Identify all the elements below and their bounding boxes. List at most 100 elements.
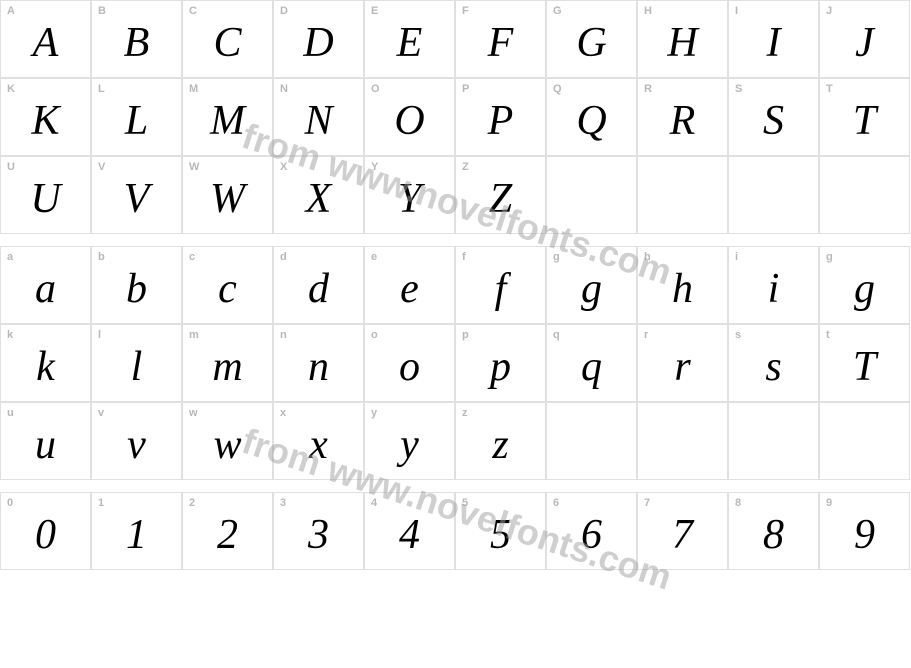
glyph-cell: GG [546, 0, 637, 78]
glyph-section-lowercase: aabbccddeeffgghhiiggkkllmmnnooppqqrrsstT… [0, 246, 911, 480]
glyph-cell-glyph: w [213, 424, 241, 466]
glyph-cell: tT [819, 324, 910, 402]
glyph-section-uppercase: AABBCCDDEEFFGGHHIIJJKKLLMMNNOOPPQQRRSSTT… [0, 0, 911, 234]
glyph-cell-label: J [826, 5, 832, 17]
glyph-cell-label: 3 [280, 497, 286, 509]
glyph-cell: 11 [91, 492, 182, 570]
glyph-cell-label: I [735, 5, 738, 17]
glyph-cell-label: d [280, 251, 287, 263]
glyph-cell-glyph: i [768, 268, 780, 310]
glyph-cell-glyph: K [31, 100, 59, 142]
glyph-cell-label: n [280, 329, 287, 341]
glyph-cell: aa [0, 246, 91, 324]
glyph-cell: UU [0, 156, 91, 234]
glyph-cell-label: X [280, 161, 287, 173]
glyph-cell-label: B [98, 5, 106, 17]
glyph-cell: HH [637, 0, 728, 78]
glyph-cell: YY [364, 156, 455, 234]
glyph-cell-label: h [644, 251, 651, 263]
glyph-cell-label: Y [371, 161, 378, 173]
glyph-cell-glyph: Y [398, 178, 421, 220]
glyph-cell-glyph: m [212, 346, 242, 388]
glyph-cell-glyph: 1 [126, 514, 147, 556]
glyph-cell-label: 4 [371, 497, 377, 509]
glyph-cell-label: a [7, 251, 13, 263]
glyph-cell-label: U [7, 161, 15, 173]
glyph-cell: gg [819, 246, 910, 324]
glyph-cell-glyph: 8 [763, 514, 784, 556]
section-gap [0, 234, 911, 246]
glyph-cell-glyph: W [210, 178, 245, 220]
glyph-cell-glyph: V [124, 178, 150, 220]
glyph-cell: RR [637, 78, 728, 156]
glyph-cell-label: 7 [644, 497, 650, 509]
glyph-cell-label: k [7, 329, 13, 341]
glyph-cell-label: b [98, 251, 105, 263]
glyph-cell-label: x [280, 407, 286, 419]
glyph-cell: 00 [0, 492, 91, 570]
glyph-cell: NN [273, 78, 364, 156]
glyph-cell-glyph: R [670, 100, 696, 142]
glyph-cell: II [728, 0, 819, 78]
glyph-cell-glyph: U [30, 178, 60, 220]
glyph-cell: ss [728, 324, 819, 402]
glyph-cell-label: H [644, 5, 652, 17]
glyph-cell: OO [364, 78, 455, 156]
glyph-cell-glyph: h [672, 268, 693, 310]
glyph-cell: 33 [273, 492, 364, 570]
glyph-cell-label: e [371, 251, 377, 263]
glyph-cell [819, 402, 910, 480]
glyph-cell: 77 [637, 492, 728, 570]
glyph-cell: ee [364, 246, 455, 324]
glyph-cell: DD [273, 0, 364, 78]
glyph-cell-glyph: l [131, 346, 143, 388]
glyph-cell-label: l [98, 329, 101, 341]
glyph-cell-label: K [7, 83, 15, 95]
glyph-section-digits: 00112233445566778899 [0, 492, 911, 570]
glyph-cell-label: Q [553, 83, 562, 95]
glyph-cell-glyph: C [213, 22, 241, 64]
section-gap [0, 480, 911, 492]
glyph-cell-glyph: v [127, 424, 146, 466]
glyph-cell: hh [637, 246, 728, 324]
glyph-cell-glyph: f [495, 268, 507, 310]
glyph-cell-glyph: I [767, 22, 781, 64]
glyph-cell-glyph: Z [489, 178, 512, 220]
glyph-cell-label: T [826, 83, 833, 95]
glyph-cell: yy [364, 402, 455, 480]
glyph-cell-glyph: B [124, 22, 150, 64]
glyph-cell-glyph: Q [576, 100, 606, 142]
glyph-cell-label: u [7, 407, 14, 419]
glyph-cell-glyph: P [488, 100, 514, 142]
glyph-cell: BB [91, 0, 182, 78]
glyph-cell-glyph: g [581, 268, 602, 310]
glyph-cell-label: W [189, 161, 199, 173]
glyph-cell-glyph: 3 [308, 514, 329, 556]
glyph-cell-glyph: S [763, 100, 784, 142]
glyph-cell-label: g [826, 251, 833, 263]
glyph-cell [637, 156, 728, 234]
glyph-cell-glyph: c [218, 268, 237, 310]
glyph-cell [728, 156, 819, 234]
glyph-cell-label: R [644, 83, 652, 95]
glyph-cell-label: o [371, 329, 378, 341]
glyph-cell-glyph: b [126, 268, 147, 310]
glyph-cell: rr [637, 324, 728, 402]
glyph-cell-label: S [735, 83, 742, 95]
glyph-cell-label: i [735, 251, 738, 263]
glyph-cell-glyph: a [35, 268, 56, 310]
glyph-cell: gg [546, 246, 637, 324]
glyph-cell-label: g [553, 251, 560, 263]
glyph-cell-glyph: q [581, 346, 602, 388]
glyph-cell-glyph: p [490, 346, 511, 388]
glyph-cell: vv [91, 402, 182, 480]
glyph-cell: oo [364, 324, 455, 402]
glyph-cell: 88 [728, 492, 819, 570]
glyph-cell-glyph: k [36, 346, 55, 388]
glyph-cell-glyph: 6 [581, 514, 602, 556]
glyph-cell [546, 156, 637, 234]
glyph-cell-glyph: N [304, 100, 332, 142]
glyph-chart: AABBCCDDEEFFGGHHIIJJKKLLMMNNOOPPQQRRSSTT… [0, 0, 911, 570]
glyph-cell-label: 1 [98, 497, 104, 509]
glyph-cell-glyph: z [492, 424, 508, 466]
